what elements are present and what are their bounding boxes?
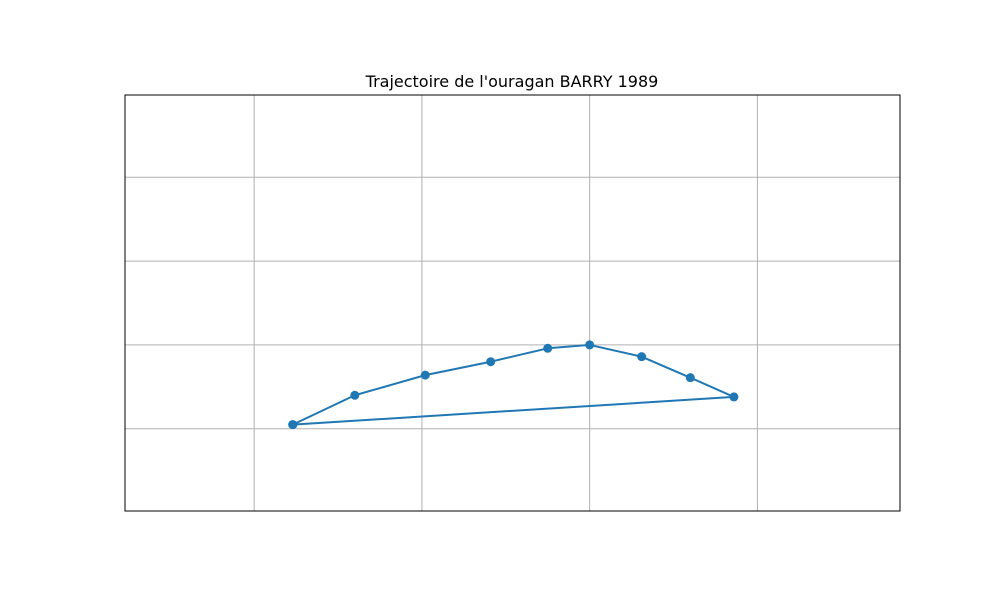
data-point-9 <box>288 420 298 430</box>
data-point-8 <box>729 392 739 402</box>
data-point-3 <box>486 357 496 367</box>
data-point-5 <box>585 340 595 350</box>
data-point-1 <box>350 390 360 400</box>
chart-title: Trajectoire de l'ouragan BARRY 1989 <box>365 72 659 91</box>
data-point-6 <box>637 352 647 362</box>
data-point-4 <box>543 343 553 353</box>
series-line-0 <box>292 343 735 426</box>
data-point-2 <box>420 370 430 380</box>
grid <box>125 95 900 511</box>
series-group <box>288 340 739 430</box>
axes-frame <box>124 94 901 512</box>
data-point-7 <box>685 373 695 383</box>
